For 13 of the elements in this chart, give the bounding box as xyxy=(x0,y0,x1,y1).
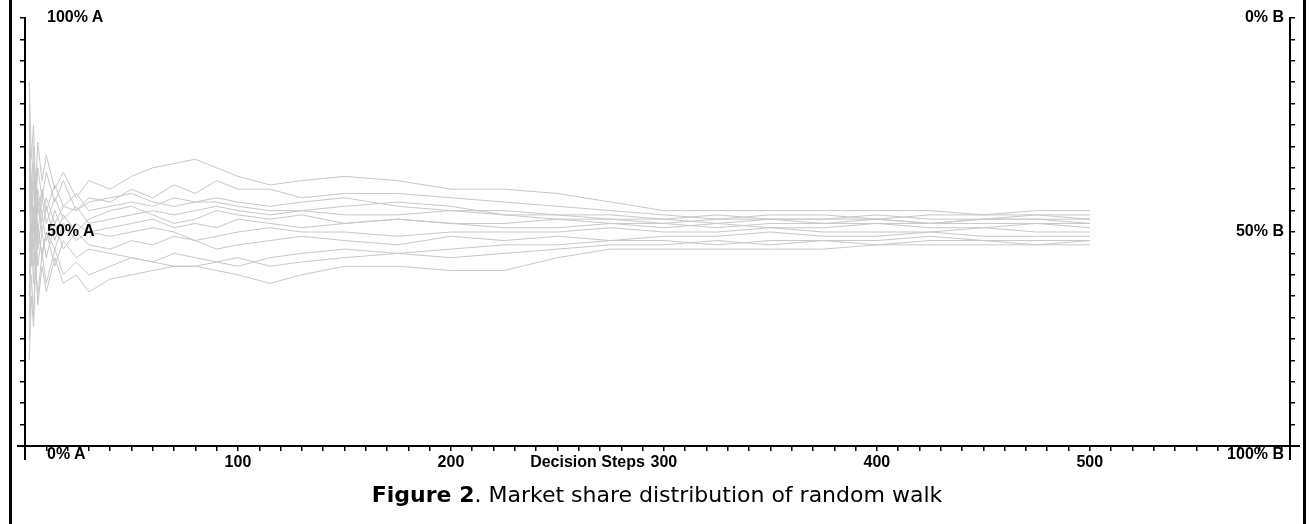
y2-tick-label: 50% B xyxy=(1235,222,1284,240)
y-tick-label: 50% A xyxy=(47,222,95,240)
x-axis-title: Decision Steps xyxy=(530,453,645,471)
x-tick-label: 500 xyxy=(1076,453,1104,471)
text: Figure 2. Market share distribution of random walk xyxy=(370,482,944,507)
y2-tick-label: 0% B xyxy=(1244,8,1284,26)
x-tick-label: 300 xyxy=(650,453,678,471)
y-tick-label: 100% A xyxy=(47,8,104,26)
y-tick-label: 0% A xyxy=(47,445,86,463)
x-tick-label: 100 xyxy=(224,453,252,471)
x-tick-label: 400 xyxy=(863,453,891,471)
y2-tick-label: 100% B xyxy=(1227,445,1284,463)
x-tick-label: 200 xyxy=(437,453,465,471)
